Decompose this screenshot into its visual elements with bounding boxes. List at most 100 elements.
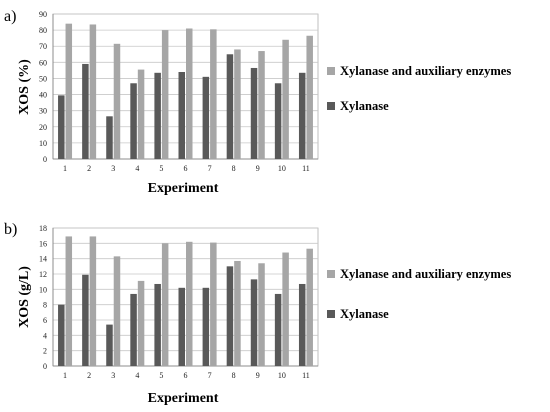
y-tick-label: 8 xyxy=(43,301,47,310)
y-tick-label: 80 xyxy=(39,26,47,35)
bar xyxy=(137,69,145,159)
legend-label-a-aux: Xylanase and auxiliary enzymes xyxy=(340,64,511,78)
bar xyxy=(58,304,65,366)
bar xyxy=(258,51,265,159)
tick-labels-a: 0 10 20 30 40 50 60 70 80 90 1 2 3 4 5 6 7 8 9 10 11 xyxy=(39,10,310,173)
bar xyxy=(226,54,234,159)
bar xyxy=(210,29,217,159)
x-tick-label: 2 xyxy=(87,371,91,380)
legend-label-b-aux: Xylanase and auxiliary enzymes xyxy=(340,267,511,281)
bar xyxy=(186,28,193,159)
y-tick-label: 40 xyxy=(39,91,47,100)
legend-swatch-a-aux xyxy=(327,67,335,75)
y-tick-label: 10 xyxy=(39,139,47,148)
bar xyxy=(234,260,241,366)
bar xyxy=(282,39,289,159)
y-tick-label: 30 xyxy=(39,107,47,116)
x-tick-label: 10 xyxy=(278,164,286,173)
y-tick-label: 16 xyxy=(39,239,47,248)
panel-label-b: b) xyxy=(4,221,17,238)
y-axis-title-a: XOS (%) xyxy=(17,59,32,115)
bar xyxy=(298,72,306,159)
y-tick-label: 4 xyxy=(43,331,47,340)
legend-swatch-a-xyl xyxy=(327,102,335,110)
x-tick-label: 7 xyxy=(208,164,212,173)
x-tick-label: 11 xyxy=(302,371,310,380)
x-tick-label: 6 xyxy=(184,164,188,173)
legend-label-a-xyl: Xylanase xyxy=(340,99,389,113)
legend-swatch-b-aux xyxy=(327,270,335,278)
y-tick-label: 6 xyxy=(43,316,47,325)
y-tick-label: 90 xyxy=(39,10,47,19)
bar xyxy=(274,293,282,366)
bar xyxy=(137,280,145,366)
legend-swatch-b-xyl xyxy=(327,310,335,318)
legend-a: Xylanase and auxiliary enzymes Xylanase xyxy=(327,64,511,113)
gridlines-a xyxy=(52,13,319,160)
bar xyxy=(106,324,113,366)
bar xyxy=(178,287,185,366)
x-tick-label: 3 xyxy=(111,164,115,173)
bar xyxy=(202,76,210,159)
bar xyxy=(113,256,121,366)
bar xyxy=(58,95,65,159)
x-tick-label: 7 xyxy=(208,371,212,380)
bar xyxy=(226,266,234,366)
bar xyxy=(178,72,185,159)
bar xyxy=(298,283,306,366)
y-tick-label: 0 xyxy=(43,155,47,164)
bar xyxy=(250,279,258,366)
y-tick-label: 14 xyxy=(39,255,47,264)
bar xyxy=(234,49,241,159)
x-tick-label: 5 xyxy=(159,164,163,173)
bar xyxy=(306,248,313,366)
y-tick-label: 18 xyxy=(39,224,47,233)
y-tick-label: 12 xyxy=(39,270,47,279)
bar xyxy=(258,263,265,366)
y-tick-label: 70 xyxy=(39,42,47,51)
x-tick-label: 2 xyxy=(87,164,91,173)
x-tick-label: 1 xyxy=(63,164,67,173)
bar xyxy=(113,43,121,159)
bar xyxy=(89,236,97,366)
chart-panel-a: a) 0 10 20 30 40 50 60 70 80 90 1 2 3 4 5 6 7 8 9 10 11 XOS … xyxy=(4,8,511,196)
y-tick-label: 10 xyxy=(39,285,47,294)
bar xyxy=(89,24,97,159)
y-tick-label: 20 xyxy=(39,123,47,132)
bar xyxy=(202,287,210,366)
x-tick-label: 10 xyxy=(278,371,286,380)
x-tick-label: 9 xyxy=(256,164,260,173)
bar xyxy=(82,274,89,366)
bar xyxy=(106,116,113,159)
bar xyxy=(274,83,282,159)
x-tick-label: 11 xyxy=(302,164,310,173)
bar xyxy=(161,30,169,159)
x-tick-label: 8 xyxy=(232,371,236,380)
bar xyxy=(154,283,161,366)
y-tick-label: 0 xyxy=(43,362,47,371)
bar xyxy=(161,243,169,366)
x-tick-label: 5 xyxy=(159,371,163,380)
bar xyxy=(306,35,313,159)
bar xyxy=(65,23,73,159)
bar xyxy=(210,242,217,366)
bar xyxy=(154,72,161,159)
bar xyxy=(65,236,73,366)
x-tick-label: 1 xyxy=(63,371,67,380)
bar xyxy=(82,63,89,159)
x-tick-label: 6 xyxy=(184,371,188,380)
bars-b xyxy=(58,236,313,366)
legend-b: Xylanase and auxiliary enzymes Xylanase xyxy=(327,267,511,321)
bar xyxy=(186,241,193,366)
y-tick-label: 60 xyxy=(39,58,47,67)
legend-label-b-xyl: Xylanase xyxy=(340,307,389,321)
bar xyxy=(130,293,137,366)
x-tick-label: 4 xyxy=(135,164,139,173)
bar xyxy=(282,252,289,366)
panel-label-a: a) xyxy=(4,8,16,25)
y-tick-label: 50 xyxy=(39,74,47,83)
bar xyxy=(130,83,137,159)
x-tick-label: 4 xyxy=(135,371,139,380)
